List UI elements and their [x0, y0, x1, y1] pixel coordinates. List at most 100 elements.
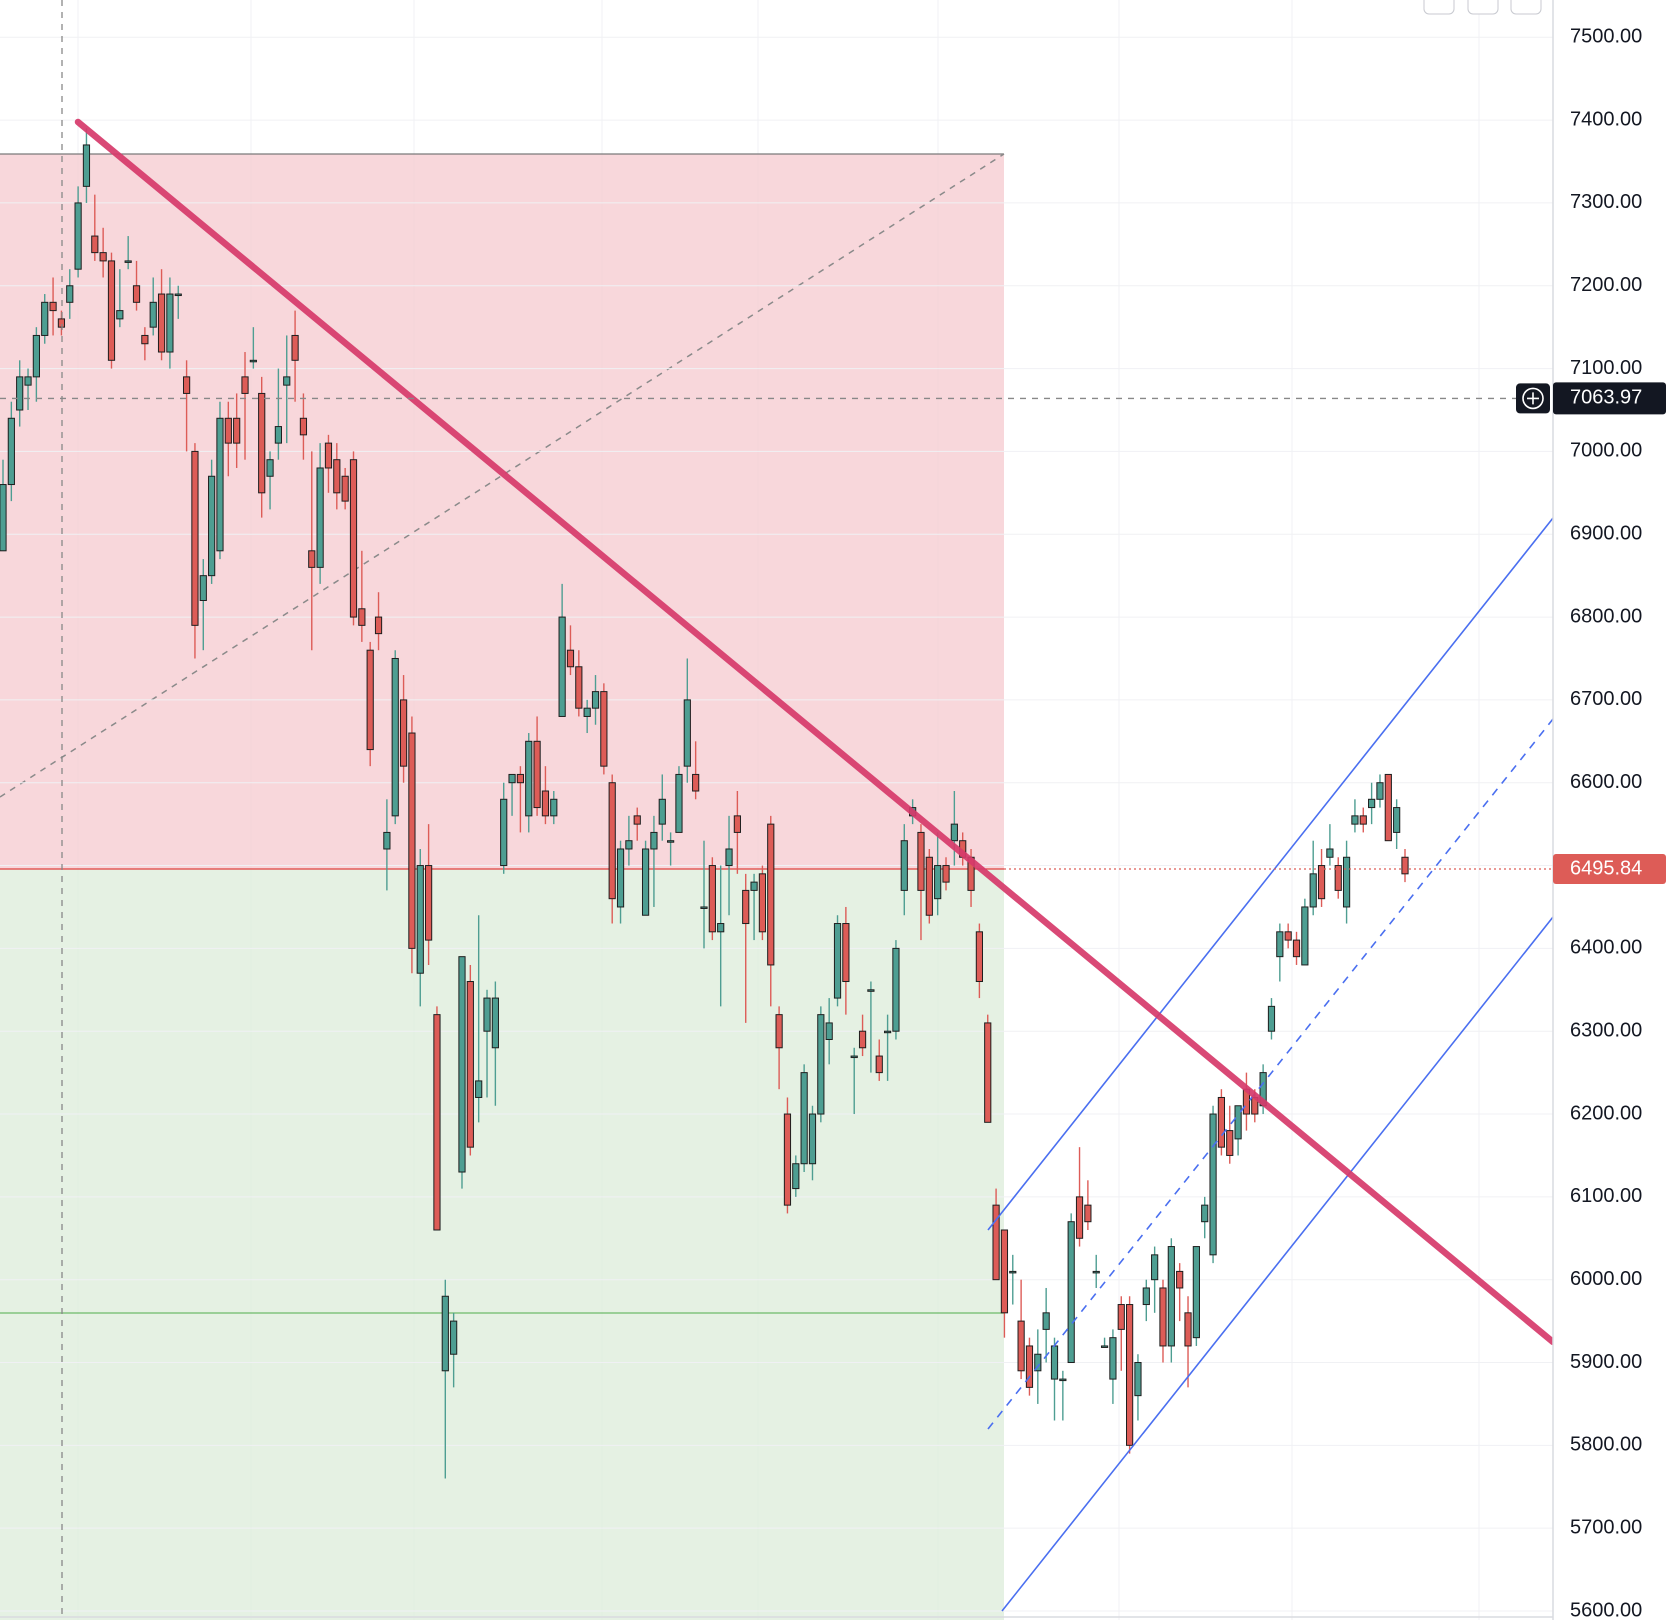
candle-body	[825, 1022, 833, 1040]
candle-body	[1351, 815, 1359, 825]
candle-body	[792, 1163, 800, 1190]
candle-body	[508, 773, 516, 784]
candle-body	[984, 1022, 992, 1123]
candle-body	[1059, 1378, 1067, 1382]
candle-body	[266, 459, 274, 477]
candle-body	[516, 773, 525, 784]
candle-body	[1301, 906, 1309, 966]
candle-body	[450, 1320, 458, 1355]
candle-body	[1201, 1204, 1209, 1223]
candle-body	[208, 475, 216, 577]
y-tick-label: 6100.00	[1570, 1185, 1642, 1207]
candle-body	[182, 376, 191, 394]
candle-body	[107, 260, 116, 361]
candle-body	[74, 202, 82, 270]
candle-body	[566, 649, 575, 668]
y-tick-label: 7100.00	[1570, 357, 1642, 379]
candle-body	[1151, 1254, 1159, 1281]
axis-background	[1553, 0, 1666, 1620]
candle-body	[241, 376, 249, 394]
candle-body	[366, 649, 374, 751]
candle-body	[66, 285, 74, 303]
candle-body	[917, 831, 925, 891]
candle-body	[283, 376, 291, 386]
candle-body	[149, 301, 157, 328]
candle-body	[1009, 1270, 1017, 1274]
candle-body	[383, 831, 391, 850]
candle-body	[1359, 815, 1367, 825]
candle-body	[391, 657, 399, 817]
candle-body	[199, 575, 207, 602]
y-tick-label: 6600.00	[1570, 771, 1642, 793]
candle-body	[992, 1204, 1000, 1281]
candle-body	[249, 359, 257, 363]
candle-body	[892, 947, 900, 1032]
candle-body	[299, 417, 308, 436]
candle-body	[1326, 848, 1334, 858]
candle-body	[667, 840, 675, 843]
candle-body	[934, 865, 942, 900]
candle-body	[858, 1030, 867, 1049]
y-tick-label: 5800.00	[1570, 1434, 1642, 1456]
candle-body	[358, 608, 366, 626]
candle-body	[316, 467, 324, 568]
y-tick-label: 6200.00	[1570, 1102, 1642, 1124]
candle-body	[1226, 1130, 1234, 1156]
y-tick-label: 5700.00	[1570, 1516, 1642, 1538]
candle-body	[883, 1030, 892, 1034]
candle-body	[758, 873, 767, 933]
candle-body	[1017, 1320, 1025, 1372]
candle-body	[1217, 1096, 1226, 1148]
candle-body	[591, 691, 600, 709]
candle-body	[1334, 865, 1342, 891]
candle-body	[1309, 873, 1317, 908]
candle-body	[1075, 1196, 1084, 1239]
channel-lower	[1001, 916, 1554, 1612]
candle-body	[1184, 1312, 1192, 1347]
candle-body	[441, 1295, 449, 1372]
candle-body	[1100, 1345, 1109, 1348]
candle-body	[274, 426, 282, 444]
toolbar-button[interactable]	[1510, 0, 1542, 15]
candle-body	[616, 848, 625, 908]
y-tick-label: 6400.00	[1570, 937, 1642, 959]
candle-body	[1000, 1229, 1009, 1314]
candle-body	[1276, 931, 1284, 958]
candle-body	[817, 1014, 825, 1115]
candle-body	[925, 856, 933, 916]
candle-body	[132, 285, 141, 303]
candle-body	[1034, 1353, 1042, 1372]
crosshair-price-tag	[1553, 382, 1666, 415]
candle-body	[675, 773, 683, 833]
candle-body	[850, 1055, 858, 1059]
candle-body	[466, 981, 474, 1148]
toolbar-button[interactable]	[1423, 0, 1455, 15]
last-price-label: 6495.84	[1570, 857, 1642, 879]
candle-body	[708, 865, 716, 933]
y-tick-label: 7300.00	[1570, 191, 1642, 213]
candle-body	[408, 732, 416, 949]
plus-icon	[1522, 387, 1544, 410]
y-tick-label: 7200.00	[1570, 274, 1642, 296]
y-tick-label: 6800.00	[1570, 605, 1642, 627]
candle-body	[1042, 1312, 1050, 1330]
candle-body	[1109, 1337, 1117, 1380]
candle-body	[324, 442, 333, 469]
candle-body	[1292, 939, 1301, 958]
candle-body	[633, 815, 641, 825]
toolbar-button[interactable]	[1467, 0, 1499, 15]
last-price-tag	[1553, 853, 1666, 884]
candle-body	[700, 906, 708, 909]
candle-body	[533, 740, 541, 809]
candle-body	[875, 1055, 883, 1074]
candle-body	[216, 417, 224, 552]
candle-body	[174, 293, 182, 297]
candle-body	[1393, 807, 1401, 833]
candle-body	[692, 773, 700, 792]
candle-body	[975, 931, 983, 983]
candle-body	[333, 459, 341, 494]
candle-body	[525, 740, 533, 817]
candle-body	[124, 260, 132, 263]
candle-body	[1267, 1005, 1276, 1032]
